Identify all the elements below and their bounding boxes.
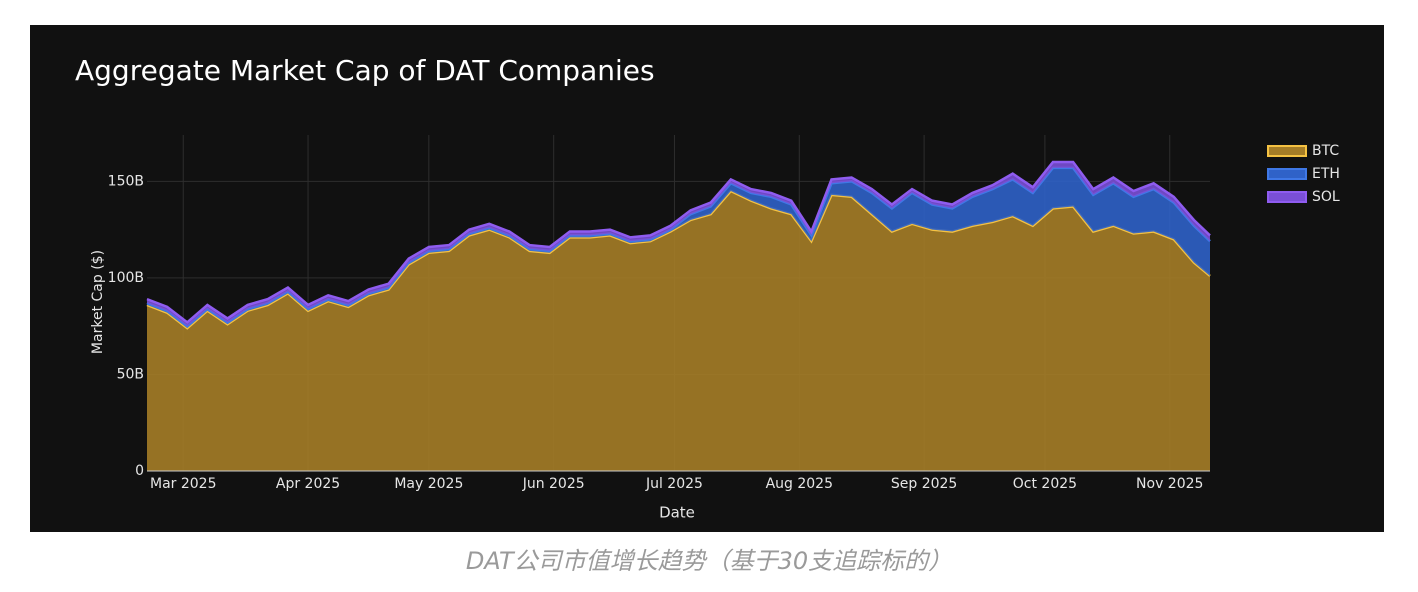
x-tick-label: Aug 2025	[766, 476, 833, 492]
legend-swatch	[1267, 145, 1307, 157]
x-tick-label: May 2025	[394, 476, 463, 492]
y-axis-title: Market Cap ($)	[90, 250, 106, 354]
y-tick-label: 0	[135, 463, 144, 479]
y-tick-label: 100B	[108, 270, 144, 286]
y-tick-label: 150B	[108, 173, 144, 189]
legend-swatch	[1267, 191, 1307, 203]
x-tick-label: Nov 2025	[1136, 476, 1203, 492]
x-tick-label: Mar 2025	[150, 476, 217, 492]
caption: DAT公司市值增长趋势（基于30支追踪标的）	[466, 547, 952, 575]
x-tick-label: Apr 2025	[276, 476, 340, 492]
legend-label: BTC	[1312, 143, 1339, 159]
x-tick-label: Jun 2025	[522, 476, 585, 492]
areas	[146, 160, 1211, 471]
y-tick-label: 50B	[117, 366, 144, 382]
legend-swatch	[1267, 168, 1307, 180]
chart-title: Aggregate Market Cap of DAT Companies	[75, 54, 655, 87]
area-line	[146, 160, 1211, 324]
legend-label: ETH	[1312, 166, 1340, 182]
x-tick-label: Oct 2025	[1013, 476, 1077, 492]
legend: BTC ETH SOL	[1267, 143, 1340, 205]
axes: 0 50B 100B 150B Mar 2025 Apr 2025 May 2025 Jun …	[108, 173, 1210, 492]
x-tick-label: Sep 2025	[891, 476, 957, 492]
x-tick-label: Jul 2025	[645, 476, 703, 492]
x-axis-title: Date	[659, 504, 695, 522]
area-fill	[147, 191, 1210, 471]
legend-label: SOL	[1312, 189, 1340, 205]
